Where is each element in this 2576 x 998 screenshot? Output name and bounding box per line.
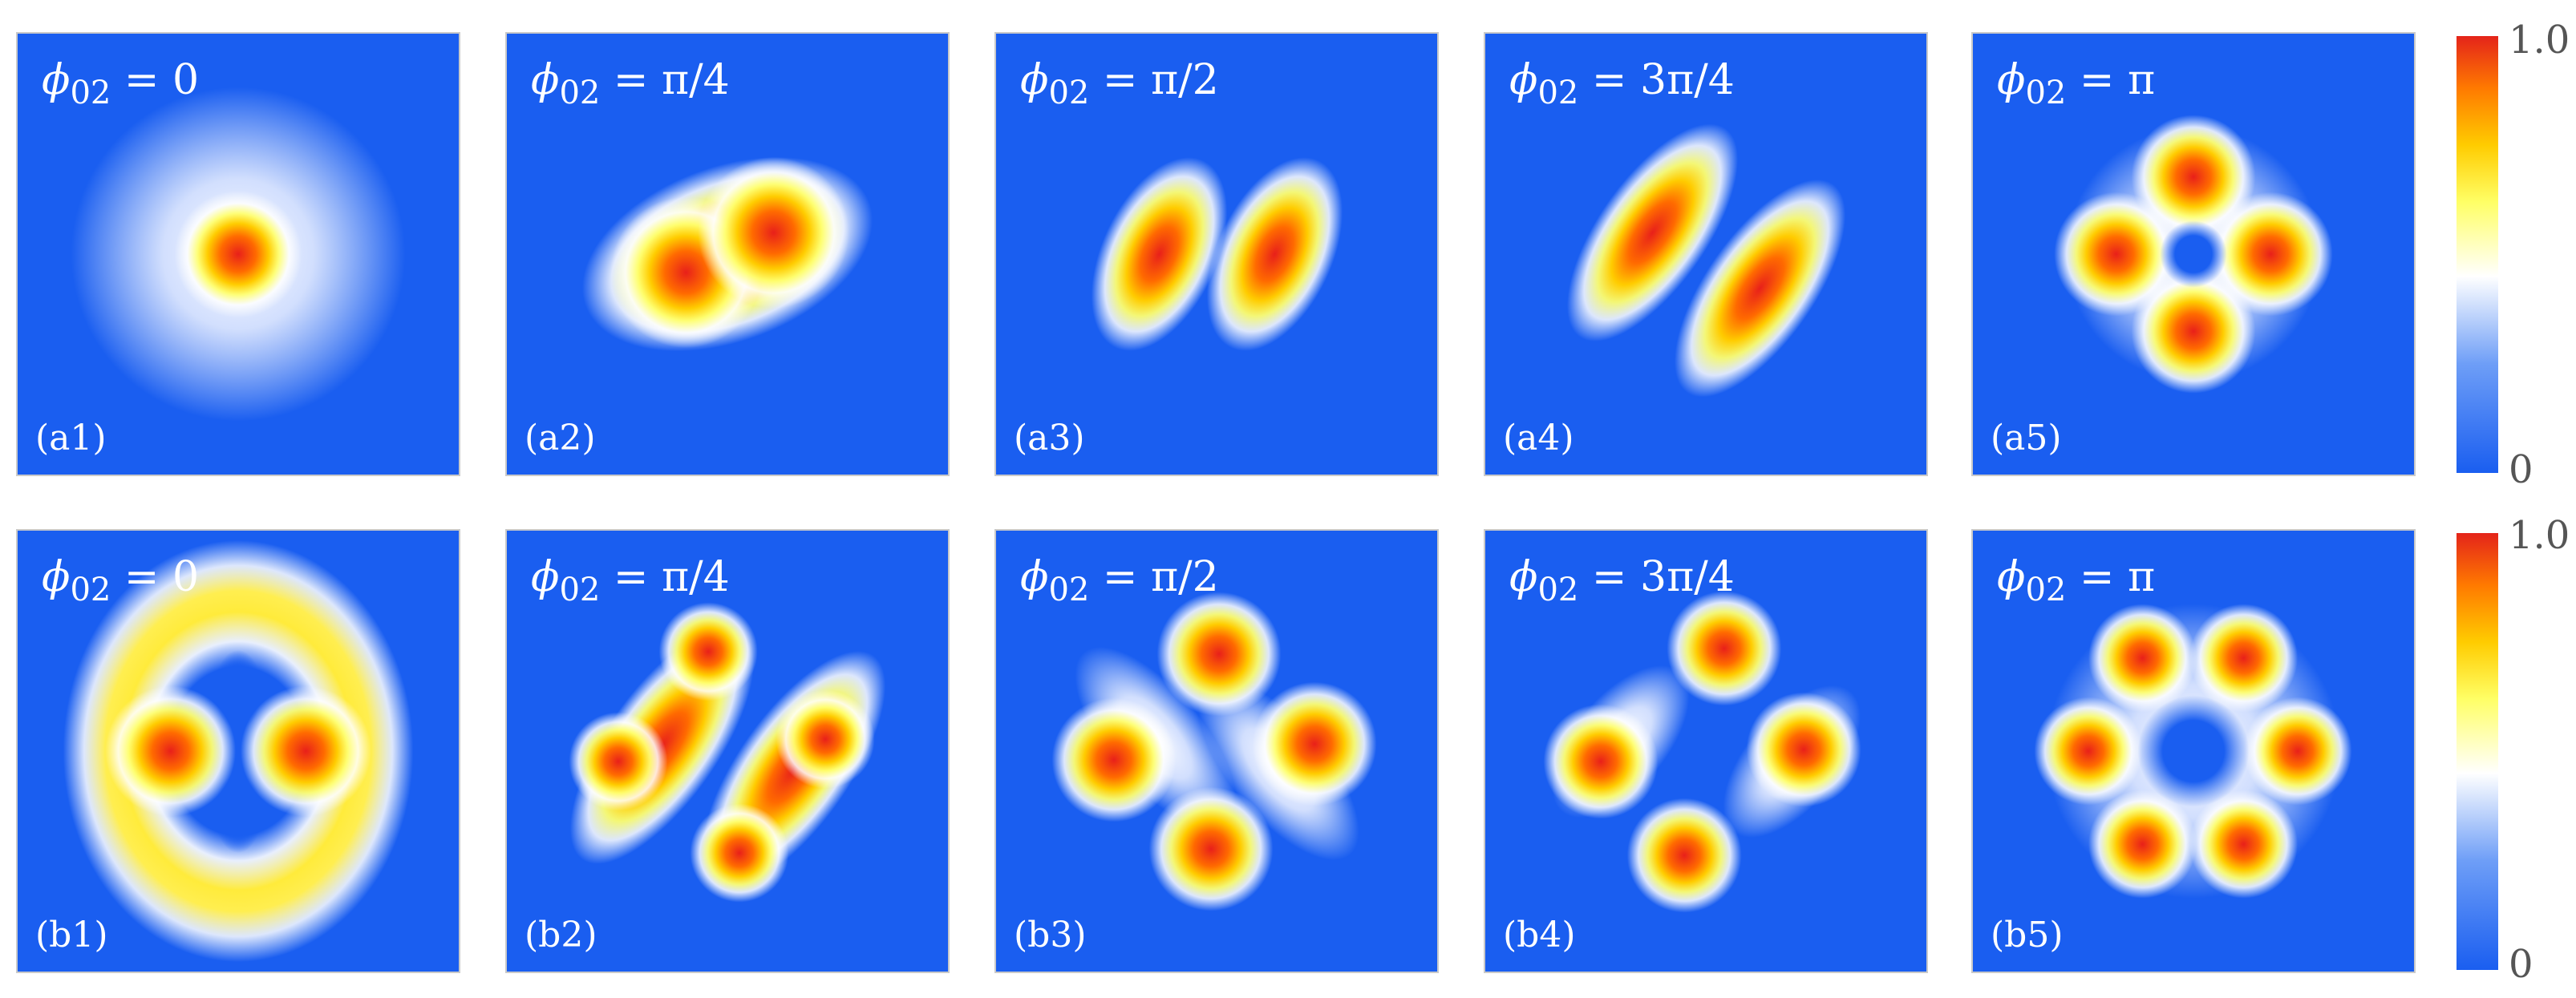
intensity-map-a3 <box>996 34 1437 475</box>
intensity-map-b2 <box>507 531 948 972</box>
panel-b1: ϕ02 = 0 (b1) <box>16 529 460 973</box>
phase-label: ϕ02 = π <box>1997 553 2156 608</box>
intensity-map-a1 <box>18 34 459 475</box>
phase-label: ϕ02 = π/4 <box>531 56 730 111</box>
panel-label: (a2) <box>525 418 596 459</box>
phase-label: ϕ02 = 0 <box>42 553 200 608</box>
panel-b4: ϕ02 = 3π/4 (b4) <box>1484 529 1928 973</box>
colorbar-min-label: 0 <box>2509 447 2533 492</box>
panel-b3: ϕ02 = π/2 (b3) <box>994 529 1439 973</box>
panel-a2: ϕ02 = π/4 (a2) <box>505 32 950 476</box>
intensity-map-b3 <box>996 531 1437 972</box>
phase-label: ϕ02 = 3π/4 <box>1509 553 1735 608</box>
panel-label: (b5) <box>1991 915 2064 956</box>
colorbar-max-label: 1.0 <box>2509 18 2570 63</box>
panel-label: (a3) <box>1014 418 1085 459</box>
phase-label: ϕ02 = π/2 <box>1020 56 1219 111</box>
panel-a5: ϕ02 = π (a5) <box>1971 32 2416 476</box>
panel-label: (a5) <box>1991 418 2062 459</box>
panel-label: (a4) <box>1503 418 1574 459</box>
panel-label: (b1) <box>35 915 108 956</box>
intensity-map-a5 <box>1973 34 2414 475</box>
panel-a3: ϕ02 = π/2 (a3) <box>994 32 1439 476</box>
phase-label: ϕ02 = π/4 <box>531 553 730 608</box>
phase-label: ϕ02 = π <box>1997 56 2156 111</box>
intensity-map-b4 <box>1485 531 1926 972</box>
panel-label: (b2) <box>525 915 597 956</box>
intensity-map-b1 <box>18 531 459 972</box>
intensity-map-a2 <box>507 34 948 475</box>
panel-label: (b4) <box>1503 915 1576 956</box>
colorbar-min-label: 0 <box>2509 942 2533 987</box>
panel-a4: ϕ02 = 3π/4 (a4) <box>1484 32 1928 476</box>
panel-label: (b3) <box>1014 915 1087 956</box>
panel-label: (a1) <box>35 418 107 459</box>
intensity-map-b5 <box>1973 531 2414 972</box>
panel-a1: ϕ02 = 0 (a1) <box>16 32 460 476</box>
phase-label: ϕ02 = 0 <box>42 56 200 111</box>
phase-label: ϕ02 = 3π/4 <box>1509 56 1735 111</box>
panel-b2: ϕ02 = π/4 (b2) <box>505 529 950 973</box>
intensity-map-a4 <box>1485 34 1926 475</box>
colorbar-top <box>2457 36 2498 473</box>
colorbar-max-label: 1.0 <box>2509 513 2570 558</box>
panel-b5: ϕ02 = π (b5) <box>1971 529 2416 973</box>
phase-label: ϕ02 = π/2 <box>1020 553 1219 608</box>
colorbar-bottom <box>2457 533 2498 970</box>
